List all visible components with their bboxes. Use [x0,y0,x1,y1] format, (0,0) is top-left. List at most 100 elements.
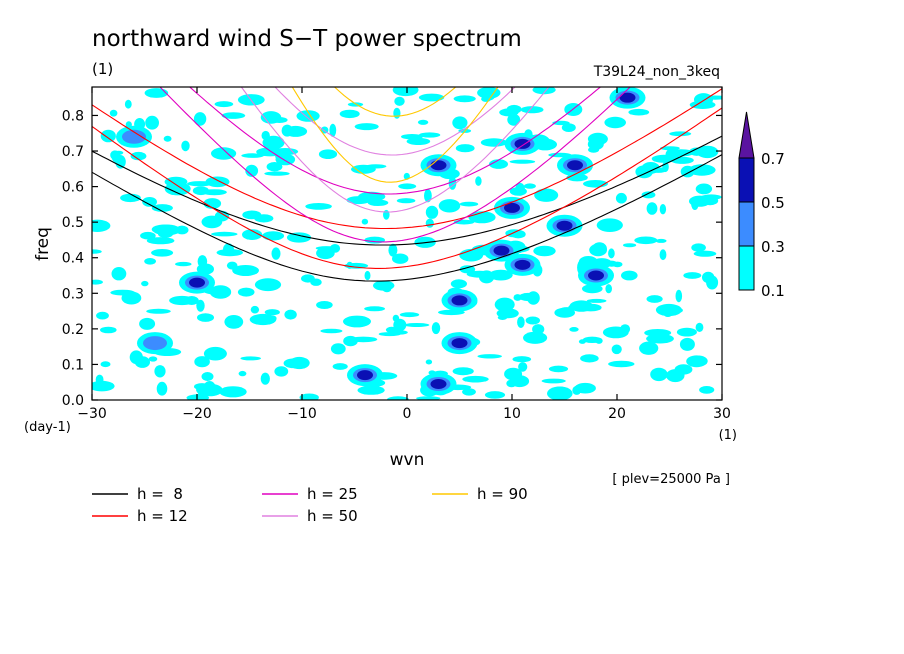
contour-region [401,134,423,140]
y-axis-label: freq [33,227,53,261]
contour-region [548,365,569,373]
contour-region [187,181,213,187]
contour-region [425,205,439,219]
contour-region [417,119,429,125]
contour-region [92,380,115,392]
contour-region [357,385,385,395]
contour-region [196,299,205,312]
contour-region [509,187,527,196]
y-tick-label: 0.5 [62,215,84,231]
chart-title: northward wind S−T power spectrum [92,26,522,52]
contour-region [489,159,508,169]
contour-region [418,132,441,138]
contour-region [651,154,677,163]
contour-region [691,243,706,252]
contour-region [156,381,168,396]
contour-region [274,366,289,377]
contour-region [288,356,310,370]
contour-region [329,123,337,137]
contour-region [224,315,244,329]
contour-region [416,396,441,400]
contour-region [459,248,484,262]
contour-region [393,318,407,332]
contour-region [639,341,659,355]
contour-region [197,313,214,322]
contour-region [330,343,346,355]
contour-region [679,337,695,351]
contour-region [316,247,335,260]
contour-region [693,250,717,257]
contour-region [92,279,103,285]
contour-region [214,101,234,108]
contour-region [655,303,682,317]
curve-legend: h = 8 h = 12 h = 25 h = 50 h = 90 [92,485,528,525]
contour-region [114,150,124,155]
contour-region [261,130,270,141]
contour-region [194,356,210,368]
contour-region [162,225,172,235]
contour-region [250,305,260,314]
contour-region [142,197,158,207]
contour-region [462,375,489,383]
contour-region [659,204,667,215]
contour-region [695,183,713,195]
contour-region [122,129,146,144]
contour-region [567,160,583,171]
contour-region [354,123,379,131]
dispersion-curve [274,87,516,156]
colorbar-label: 0.5 [761,194,785,212]
colorbar: 0.1 0.3 0.5 0.7 [738,111,785,300]
colorbar-segment [738,245,755,291]
contour-region [477,354,503,359]
contour-region [164,176,188,187]
contour-region [242,229,263,241]
contour-region [569,300,593,312]
contour-region [238,370,247,377]
contour-region [249,313,277,326]
level-note: [ plev=25000 Pa ] [612,472,730,487]
colorbar-label: 0.1 [761,282,785,300]
contour-region [339,109,360,119]
contour-region [396,198,416,204]
contour-region [621,270,638,281]
contour-region [154,365,166,378]
y-tick-label: 0.3 [62,286,84,302]
contour-region [605,284,612,294]
x-tick-label: 0 [403,406,412,422]
contour-region [523,331,548,344]
contour-region [450,279,467,289]
contour-region [316,301,333,309]
contour-region [139,317,156,330]
contour-region [475,176,482,186]
contour-region [595,337,603,344]
plot-area [91,86,723,401]
contour-region [146,237,175,245]
contour-region [196,383,223,397]
contour-region [92,219,111,232]
contour-region [533,245,556,257]
contour-region [320,328,343,334]
contour-region [148,356,158,362]
contour-region [452,116,468,130]
contour-region [271,117,288,123]
contour-region [349,336,378,343]
contour-region [455,144,475,153]
contour-region [271,247,281,260]
contour-region [514,259,531,270]
contour-region [391,330,408,335]
contour-region [660,146,680,151]
contour-region [100,326,117,334]
contour-region [382,286,392,293]
contour-region [425,218,434,228]
contour-region [261,150,283,156]
x-axis-unit: (1) [719,428,737,443]
contour-region [499,108,519,117]
contour-region [241,153,264,158]
contour-region [406,137,431,145]
contour-region [611,344,622,355]
contour-region [111,267,127,281]
contour-region [695,322,704,332]
colorbar-segment [738,157,755,203]
shaded-contours [92,87,722,400]
